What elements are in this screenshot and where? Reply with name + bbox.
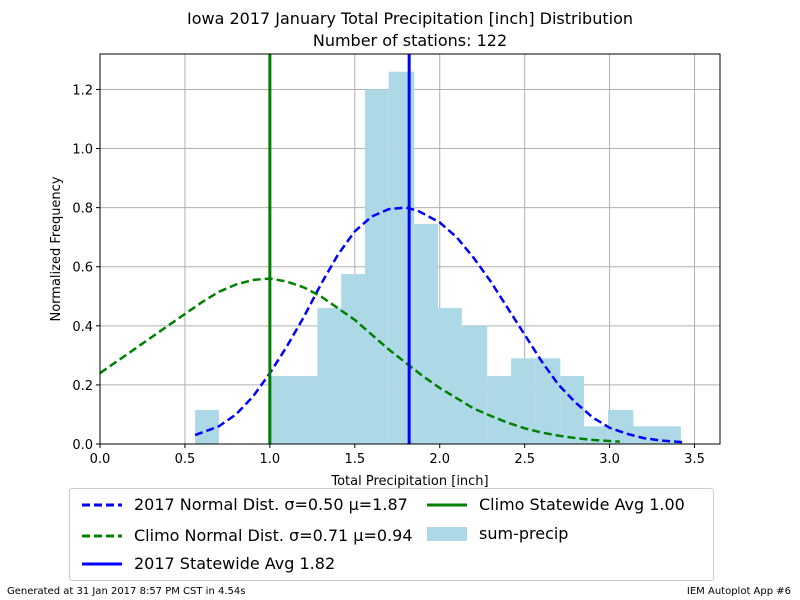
histogram-bar (438, 308, 462, 444)
histogram-bar (607, 410, 634, 444)
histogram-bar (195, 410, 219, 444)
y-tick-label: 0.4 (72, 320, 93, 335)
histogram-bar (317, 308, 342, 444)
x-tick-label: 2.0 (429, 452, 450, 467)
y-tick-label: 0.0 (72, 438, 93, 453)
blue-dashed-swatch-icon (82, 503, 122, 506)
x-tick-label: 0.0 (90, 452, 111, 467)
histogram-bar (633, 426, 658, 444)
x-tick-label: 3.5 (684, 452, 705, 467)
histogram-bar (341, 274, 365, 444)
x-tick-label: 2.5 (514, 452, 535, 467)
histogram-bar (487, 376, 512, 444)
legend-item-2017-avg: 2017 Statewide Avg 1.82 (82, 554, 335, 573)
footer-generated: Generated at 31 Jan 2017 8:57 PM CST in … (7, 586, 246, 597)
green-dashed-swatch-icon (82, 534, 122, 537)
histogram-bar (364, 89, 389, 445)
histogram-bar (268, 376, 292, 444)
legend-label: sum-precip (479, 524, 569, 543)
legend-item-climo-normal: Climo Normal Dist. σ=0.71 μ=0.94 (82, 526, 413, 545)
y-tick-label: 1.0 (72, 143, 93, 158)
legend-item-sum-precip: sum-precip (427, 524, 568, 543)
plot-frame (99, 53, 721, 445)
legend-label: 2017 Statewide Avg 1.82 (134, 554, 336, 573)
green-line-swatch-icon (427, 503, 467, 506)
y-tick-label: 0.8 (72, 202, 93, 217)
histogram-bar (461, 325, 488, 444)
blue-line-swatch-icon (82, 562, 122, 565)
average-lines (268, 54, 411, 444)
y-tick-label: 0.2 (72, 379, 93, 394)
histogram-bar (291, 376, 318, 444)
y-axis-label: Normalized Frequency (49, 176, 64, 321)
legend-item-climo-avg: Climo Statewide Avg 1.00 (427, 495, 685, 514)
histogram-bar (414, 223, 439, 444)
y-axis-ticks: 0.0 0.2 0.4 0.6 0.8 1.0 1.2 (72, 83, 100, 453)
legend-label: Climo Normal Dist. σ=0.71 μ=0.94 (134, 526, 413, 545)
histogram-bar (534, 358, 561, 444)
normal-dist-2017-curve (194, 206, 683, 444)
x-tick-label: 1.5 (344, 452, 365, 467)
legend-item-2017-normal: 2017 Normal Dist. σ=0.50 μ=1.87 (82, 495, 408, 514)
histogram-bar (560, 376, 585, 444)
y-tick-label: 1.2 (72, 83, 93, 98)
histogram-bar (511, 358, 535, 444)
x-tick-label: 0.5 (175, 452, 196, 467)
y-tick-label: 0.6 (72, 261, 93, 276)
histogram-bar (584, 426, 608, 444)
normal-dist-climo-curve (99, 277, 620, 443)
chart-subtitle: Number of stations: 122 (312, 31, 508, 50)
legend-label: 2017 Normal Dist. σ=0.50 μ=1.87 (134, 495, 408, 514)
x-axis-label: Total Precipitation [inch] (330, 474, 488, 489)
legend-label: Climo Statewide Avg 1.00 (479, 495, 685, 514)
distribution-curves (99, 206, 683, 444)
footer-app: IEM Autoplot App #6 (686, 586, 791, 597)
lightblue-patch-swatch-icon (427, 526, 467, 541)
x-tick-label: 1.0 (260, 452, 281, 467)
x-tick-label: 3.0 (599, 452, 620, 467)
chart-title: Iowa 2017 January Total Precipitation [i… (186, 9, 633, 28)
x-axis-ticks: 0.0 0.5 1.0 1.5 2.0 2.5 3.0 3.5 (90, 444, 705, 467)
legend: 2017 Normal Dist. σ=0.50 μ=1.87 Climo No… (69, 488, 714, 581)
